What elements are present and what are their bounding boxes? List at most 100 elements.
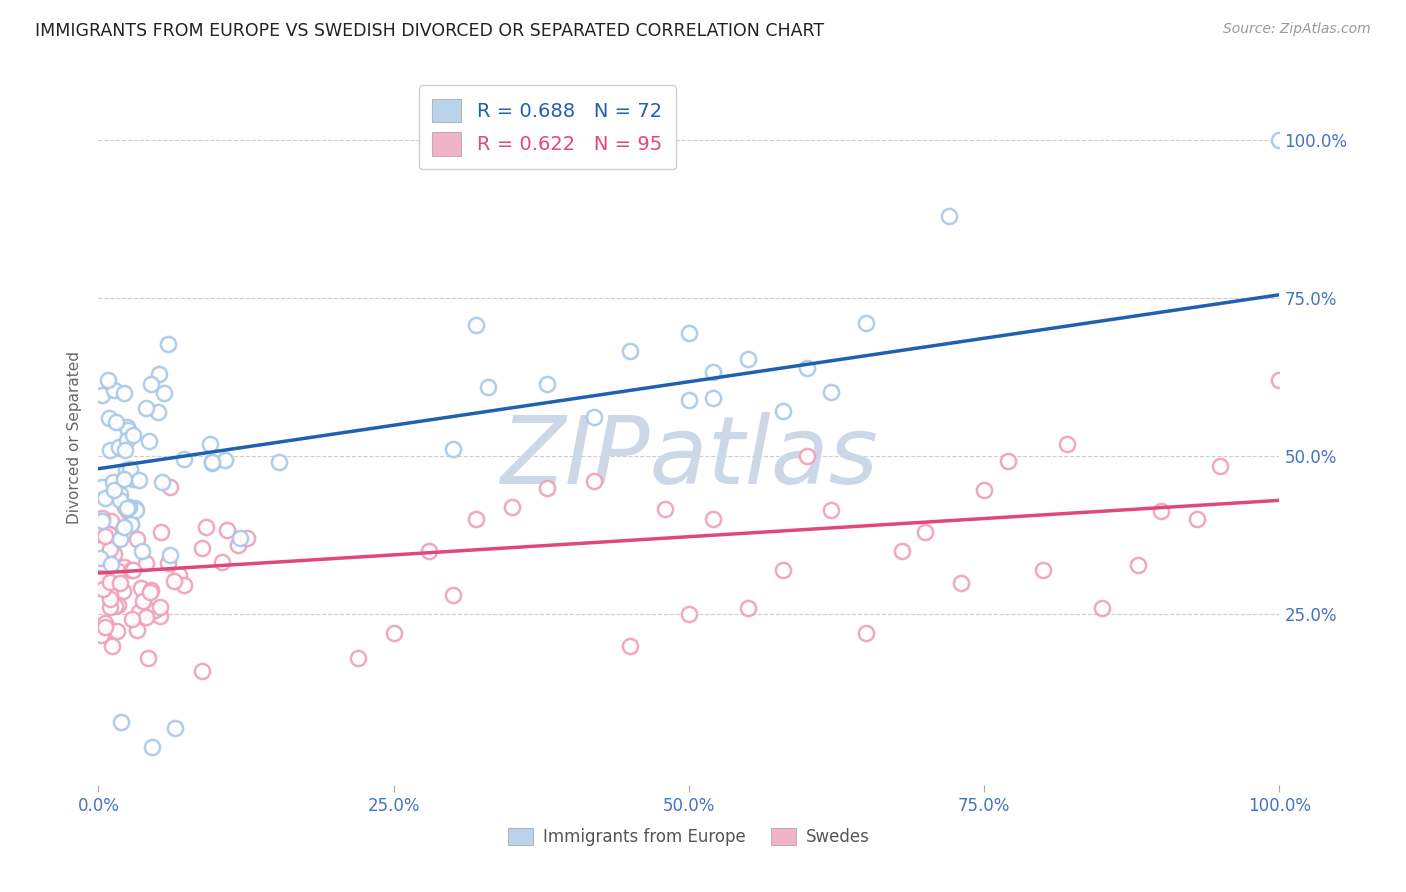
Point: [167, 567, 190, 582]
Point: [90, 513, 112, 527]
Point: [135, 401, 157, 416]
Point: [108, 440, 131, 454]
Point: [107, 598, 129, 612]
Point: [90, 574, 112, 588]
Point: [94, 620, 117, 634]
Point: [110, 714, 132, 729]
Point: [737, 351, 759, 366]
Point: [135, 556, 157, 570]
Point: [1150, 504, 1173, 518]
Point: [890, 544, 912, 558]
Point: [128, 473, 150, 487]
Point: [217, 523, 239, 537]
Point: [90, 510, 112, 524]
Point: [98, 411, 121, 425]
Point: [94, 529, 117, 543]
Point: [103, 384, 125, 398]
Point: [150, 475, 173, 490]
Point: [855, 626, 877, 640]
Point: [98, 443, 121, 458]
Point: [134, 604, 156, 618]
Point: [108, 576, 131, 591]
Point: [122, 428, 145, 442]
Point: [163, 574, 186, 589]
Point: [100, 557, 122, 571]
Point: [201, 456, 224, 470]
Point: [139, 376, 162, 391]
Point: [949, 575, 972, 590]
Point: [465, 318, 488, 332]
Point: [1091, 600, 1114, 615]
Point: [122, 472, 145, 486]
Point: [128, 605, 150, 619]
Point: [190, 541, 212, 555]
Point: [90, 563, 112, 577]
Point: [226, 538, 249, 552]
Point: [112, 473, 135, 487]
Point: [139, 585, 162, 599]
Point: [101, 568, 124, 582]
Point: [114, 463, 136, 477]
Point: [129, 581, 152, 595]
Point: [229, 531, 252, 545]
Point: [159, 480, 181, 494]
Point: [91, 514, 114, 528]
Point: [149, 524, 172, 539]
Point: [105, 415, 128, 429]
Point: [105, 532, 128, 546]
Point: [149, 599, 172, 614]
Point: [214, 453, 236, 467]
Point: [107, 564, 129, 578]
Point: [678, 326, 700, 340]
Point: [1209, 459, 1232, 474]
Point: [702, 365, 724, 379]
Point: [112, 520, 135, 534]
Point: [211, 555, 233, 569]
Point: [89, 564, 111, 578]
Point: [477, 379, 499, 393]
Point: [115, 420, 138, 434]
Point: [200, 437, 222, 451]
Point: [100, 514, 122, 528]
Point: [796, 361, 818, 376]
Point: [165, 721, 187, 735]
Point: [737, 600, 759, 615]
Point: [619, 639, 641, 653]
Point: [997, 454, 1019, 468]
Text: ZIPatlas: ZIPatlas: [501, 412, 877, 503]
Point: [131, 594, 153, 608]
Point: [112, 584, 135, 599]
Point: [98, 587, 121, 601]
Point: [141, 739, 163, 754]
Point: [89, 556, 111, 570]
Point: [1032, 563, 1054, 577]
Point: [1268, 373, 1291, 387]
Point: [143, 602, 166, 616]
Point: [121, 611, 143, 625]
Point: [973, 483, 995, 497]
Point: [1185, 512, 1208, 526]
Point: [465, 512, 488, 526]
Point: [97, 527, 120, 541]
Point: [156, 337, 179, 351]
Point: [938, 209, 960, 223]
Point: [110, 532, 132, 546]
Point: [91, 582, 114, 597]
Point: [100, 592, 122, 607]
Point: [98, 541, 121, 556]
Point: [124, 501, 146, 516]
Point: [267, 454, 290, 468]
Text: IMMIGRANTS FROM EUROPE VS SWEDISH DIVORCED OR SEPARATED CORRELATION CHART: IMMIGRANTS FROM EUROPE VS SWEDISH DIVORC…: [35, 22, 824, 40]
Point: [820, 502, 842, 516]
Point: [131, 544, 153, 558]
Point: [855, 317, 877, 331]
Point: [1268, 133, 1291, 147]
Point: [120, 564, 142, 578]
Point: [98, 623, 121, 637]
Point: [101, 639, 124, 653]
Point: [914, 524, 936, 539]
Point: [148, 367, 170, 381]
Point: [108, 492, 131, 507]
Point: [536, 481, 558, 495]
Point: [536, 377, 558, 392]
